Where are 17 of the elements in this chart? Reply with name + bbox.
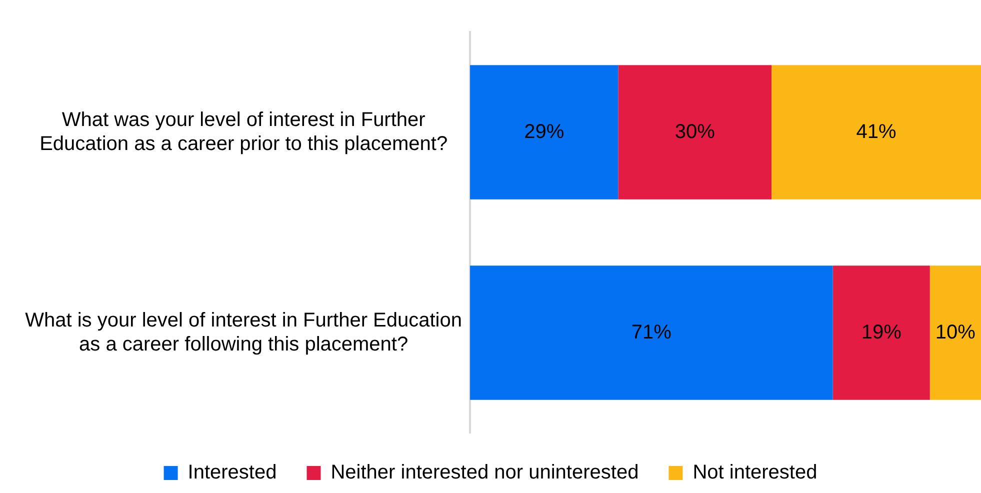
y-tick-label: What is your level of interest in Further Education as a career following this placement?	[25, 309, 462, 356]
data-label: 29%	[524, 120, 564, 143]
legend-label: Not interested	[692, 462, 818, 484]
bar	[618, 65, 772, 200]
data-label: 71%	[631, 321, 672, 344]
data-label: 10%	[935, 321, 976, 344]
legend-label: Neither interested nor uninterested	[330, 462, 639, 484]
data-label: 41%	[856, 120, 896, 143]
y-tick-label: What was your level of interest in Further Education as a career prior to this placement?	[40, 108, 448, 155]
bar	[930, 266, 981, 400]
bar	[832, 266, 930, 400]
data-label: 19%	[861, 321, 902, 344]
bar	[771, 65, 981, 200]
data-label: 30%	[674, 120, 716, 143]
bar	[470, 266, 833, 400]
bar	[470, 65, 618, 200]
legend-label: Interested	[188, 462, 277, 484]
